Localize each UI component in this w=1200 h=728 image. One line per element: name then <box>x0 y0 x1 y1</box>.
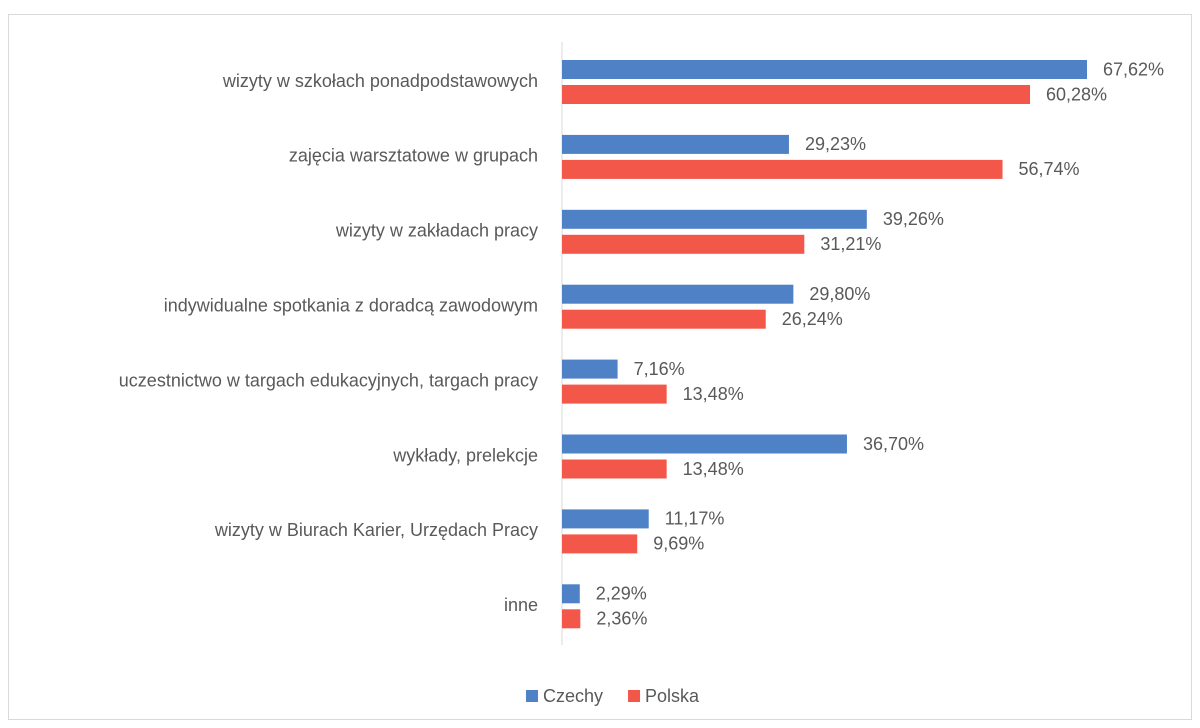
value-label: 29,23% <box>805 134 866 154</box>
bar <box>562 60 1088 79</box>
value-label: 39,26% <box>883 209 944 229</box>
bar <box>562 234 805 254</box>
legend-swatch <box>628 690 641 702</box>
value-label: 29,80% <box>809 284 870 304</box>
bar <box>562 284 794 304</box>
value-label: 36,70% <box>863 434 924 454</box>
bar <box>562 434 847 454</box>
category-label: inne <box>504 595 538 615</box>
value-label: 13,48% <box>683 384 744 404</box>
bar <box>562 459 667 479</box>
bar <box>562 509 649 529</box>
value-label: 67,62% <box>1103 59 1164 79</box>
category-label: wizyty w zakładach pracy <box>335 221 538 241</box>
category-label: wizyty w szkołach ponadpodstawowych <box>222 71 538 91</box>
category-label: wykłady, prelekcje <box>392 445 538 465</box>
bar <box>562 384 667 404</box>
bar <box>562 209 867 229</box>
category-label: wizyty w Biurach Karier, Urzędach Pracy <box>214 520 538 540</box>
value-label: 26,24% <box>782 309 843 329</box>
bar <box>562 359 618 379</box>
bar <box>562 159 1003 179</box>
value-label: 2,36% <box>596 609 647 629</box>
value-label: 56,74% <box>1019 159 1080 179</box>
bar <box>562 584 580 604</box>
category-label: uczestnictwo w targach edukacyjnych, tar… <box>119 370 538 390</box>
bar <box>562 309 766 329</box>
value-label: 60,28% <box>1046 84 1107 104</box>
category-label: zajęcia warsztatowe w grupach <box>289 146 538 166</box>
legend-label: Czechy <box>543 686 603 706</box>
value-label: 31,21% <box>820 234 881 254</box>
bar <box>562 609 581 629</box>
bar <box>562 534 638 554</box>
bar <box>562 85 1031 104</box>
value-label: 13,48% <box>683 459 744 479</box>
value-label: 9,69% <box>653 534 704 554</box>
legend-label: Polska <box>645 686 700 706</box>
value-label: 7,16% <box>634 359 685 379</box>
category-label: indywidualne spotkania z doradcą zawodow… <box>164 295 538 315</box>
value-label: 11,17% <box>665 509 725 529</box>
bar <box>562 134 789 154</box>
value-label: 2,29% <box>596 584 647 604</box>
legend-swatch <box>526 690 538 702</box>
